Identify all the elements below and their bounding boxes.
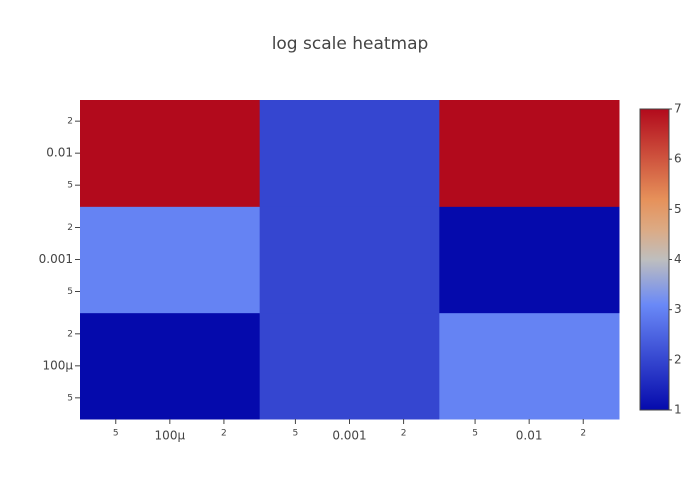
x-tick-label: 2 [221, 429, 227, 439]
x-tick-label: 5 [472, 429, 478, 439]
heat-cell [259, 312, 440, 420]
colorbar [639, 108, 670, 411]
x-tick-label: 0.001 [332, 429, 366, 443]
x-tick-label: 100µ [155, 429, 186, 443]
y-tick-label: 0.001 [39, 252, 73, 266]
x-tick-label: 5 [113, 429, 119, 439]
heat-cell [80, 206, 261, 314]
y-tick-label: 5 [67, 393, 73, 403]
y-tick-label: 2 [67, 223, 73, 233]
y-tick-label: 5 [67, 287, 73, 297]
chart-title: log scale heatmap [272, 34, 429, 54]
y-tick-label: 2 [67, 329, 73, 339]
x-tick-label: 2 [580, 429, 586, 439]
y-tick-label: 100µ [42, 358, 73, 372]
x-tick-label: 0.01 [516, 429, 543, 443]
y-tick-label: 2 [67, 117, 73, 127]
heat-cell [80, 100, 261, 207]
colorbar-tick-label: 7 [674, 102, 682, 116]
colorbar-tick-label: 3 [674, 302, 682, 316]
heat-cell [80, 312, 261, 420]
colorbar-tick-label: 6 [674, 152, 682, 166]
heat-cell [439, 100, 620, 207]
colorbar-tick-label: 4 [674, 252, 682, 266]
y-tick-label: 5 [67, 181, 73, 191]
x-tick-label: 2 [401, 429, 407, 439]
heat-cell [439, 312, 620, 420]
colorbar-tick-label: 2 [674, 352, 682, 366]
heat-cell [259, 100, 440, 207]
colorbar-tick-label: 1 [674, 403, 682, 417]
x-tick-label: 5 [293, 429, 299, 439]
heat-cell [439, 206, 620, 314]
heat-cell [259, 206, 440, 314]
y-tick-label: 0.01 [46, 146, 73, 160]
colorbar-tick-label: 5 [674, 202, 682, 216]
